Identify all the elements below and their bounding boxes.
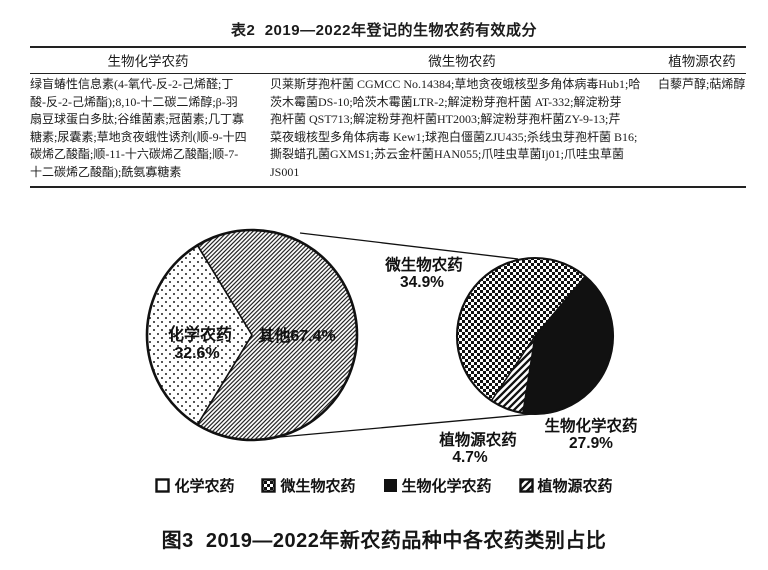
- col-header-biochemical: 生物化学农药: [107, 54, 189, 69]
- cell-botanical: 白藜芦醇;萜烯醇: [658, 77, 746, 91]
- figure-3: 化学农药 32.6% 其他67.4% 微生物农药 34.9% 生物化学农药 27…: [0, 224, 768, 553]
- label-biochemical-pct: 27.9%: [569, 435, 613, 452]
- legend-item-microbial: 微生物农药: [261, 475, 356, 496]
- label-chemical: 化学农药: [168, 325, 232, 344]
- legend-swatch-black-icon: [383, 478, 397, 492]
- table-title: 表2 2019—2022年登记的生物农药有效成分: [231, 22, 537, 39]
- legend-item-botanical: 植物源农药: [518, 475, 613, 496]
- legend-swatch-diagonal-icon: [518, 477, 534, 493]
- label-botanical-pct: 4.7%: [452, 449, 488, 466]
- figure-caption: 图3 2019—2022年新农药品种中各农药类别占比: [161, 530, 607, 552]
- cell-microbial: 贝莱斯芽孢杆菌 CGMCC No.14384;草地贪夜蛾核型多角体病毒Hub1;…: [270, 77, 641, 179]
- pie-overall-outline: [145, 228, 359, 442]
- label-microbial: 微生物农药: [384, 255, 463, 274]
- label-microbial-pct: 34.9%: [400, 274, 444, 291]
- chart-legend: 化学农药 微生物农药 生物化学农药 植物源农药: [0, 473, 768, 497]
- label-biochemical: 生物化学农药: [544, 416, 637, 435]
- legend-item-biochemical: 生物化学农药: [383, 475, 492, 496]
- explode-connector-bottom-line: [257, 413, 534, 440]
- table-body-row: 绿盲蝽性信息素(4-氧代-反-2-己烯醛;丁 酸-反-2-己烯酯);8,10-十…: [30, 74, 746, 186]
- pie-breakdown-outline: [455, 256, 615, 416]
- legend-swatch-crosshatch-icon: [261, 477, 277, 493]
- col-header-botanical: 植物源农药: [668, 54, 736, 69]
- legend-item-chemical: 化学农药: [155, 475, 234, 496]
- pie-charts-svg: 化学农药 32.6% 其他67.4% 微生物农药 34.9% 生物化学农药 27…: [145, 228, 638, 466]
- label-botanical: 植物源农药: [438, 430, 517, 449]
- table-header-row: 生物化学农药 微生物农药 植物源农药: [30, 48, 746, 74]
- label-chemical-pct: 32.6%: [174, 345, 219, 362]
- legend-label: 化学农药: [174, 477, 235, 495]
- legend-label: 植物源农药: [537, 477, 613, 495]
- pie-breakdown: [455, 256, 615, 416]
- col-header-microbial: 微生物农药: [428, 54, 496, 69]
- label-other: 其他67.4%: [258, 326, 335, 345]
- bio-pesticide-table: 生物化学农药 微生物农药 植物源农药 绿盲蝽性信息素(4-氧代-反-2-己烯醛;…: [30, 46, 746, 188]
- legend-label: 生物化学农药: [401, 477, 492, 495]
- cell-biochemical: 绿盲蝽性信息素(4-氧代-反-2-己烯醛;丁 酸-反-2-己烯酯);8,10-十…: [30, 77, 247, 179]
- legend-label: 微生物农药: [280, 477, 356, 495]
- pie-overall: 化学农药 32.6% 其他67.4%: [145, 228, 359, 442]
- legend-swatch-white-icon: [155, 477, 171, 493]
- explode-connector-top-line: [299, 232, 519, 260]
